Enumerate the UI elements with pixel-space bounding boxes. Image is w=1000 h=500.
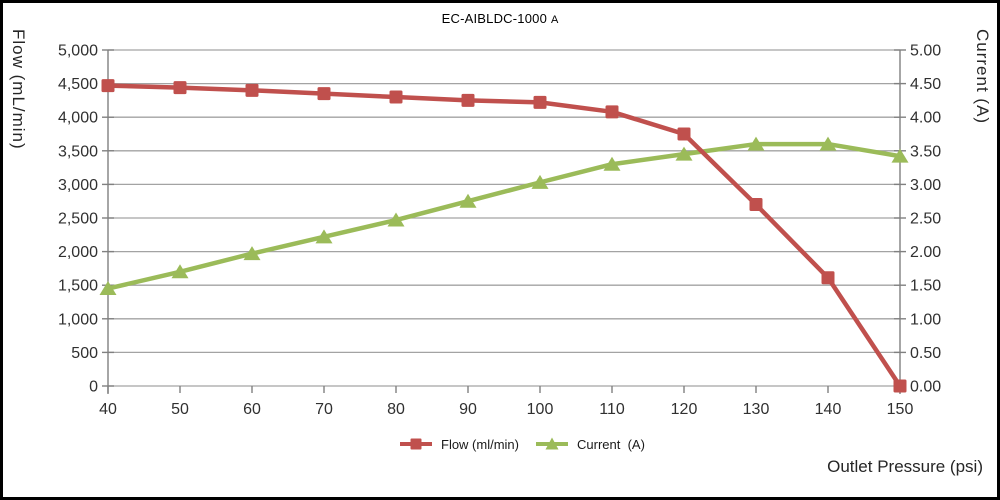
svg-text:0: 0 [89, 379, 98, 396]
svg-text:70: 70 [315, 401, 333, 418]
current-data-point [531, 174, 549, 189]
svg-text:130: 130 [743, 401, 770, 418]
current-legend-marker-icon [536, 437, 568, 450]
legend-item-current: Current (A) [535, 436, 645, 452]
chart-title-suffix: A [551, 14, 559, 26]
current-data-point [819, 136, 837, 151]
current-data-point [171, 264, 189, 279]
flow-data-point [677, 127, 691, 141]
flow-data-point [317, 87, 331, 101]
svg-text:3,500: 3,500 [58, 143, 98, 160]
axis-lines [107, 50, 901, 394]
svg-text:5,000: 5,000 [58, 43, 98, 60]
flow-legend-marker-icon [400, 438, 432, 450]
current-data-point [387, 212, 405, 227]
svg-text:140: 140 [815, 401, 842, 418]
svg-text:4.00: 4.00 [910, 110, 941, 127]
svg-text:2,000: 2,000 [58, 244, 98, 261]
legend: Flow (ml/min) Current (A) [399, 436, 645, 452]
current-data-point [243, 246, 261, 261]
svg-text:60: 60 [243, 401, 261, 418]
current-series-line [105, 141, 903, 291]
svg-text:5.00: 5.00 [910, 43, 941, 60]
legend-item-flow: Flow (ml/min) [399, 436, 519, 452]
flow-legend-label: Flow (ml/min) [441, 436, 519, 452]
current-axis-title: Current (A) [973, 29, 992, 125]
flow-data-point [893, 379, 907, 393]
svg-text:0.50: 0.50 [910, 345, 941, 362]
flow-data-point [533, 95, 547, 109]
svg-text:1.50: 1.50 [910, 278, 941, 295]
current-data-point [459, 193, 477, 208]
svg-text:3,000: 3,000 [58, 177, 98, 194]
svg-text:0.00: 0.00 [910, 379, 941, 396]
svg-text:100: 100 [527, 401, 554, 418]
svg-text:1,500: 1,500 [58, 278, 98, 295]
svg-text:40: 40 [99, 401, 117, 418]
chart-title-text: EC-AIBLDC-1000 [441, 11, 548, 26]
svg-text:80: 80 [387, 401, 405, 418]
x-axis-title: Outlet Pressure (psi) [827, 457, 983, 476]
svg-text:2,500: 2,500 [58, 211, 98, 228]
flow-axis-title: Flow (mL/min) [9, 29, 28, 150]
flow-data-point [173, 81, 187, 95]
svg-text:90: 90 [459, 401, 477, 418]
flow-data-point [749, 198, 763, 212]
svg-text:3.00: 3.00 [910, 177, 941, 194]
svg-text:1,000: 1,000 [58, 311, 98, 328]
flow-data-point [821, 271, 835, 285]
svg-text:120: 120 [671, 401, 698, 418]
current-data-point [747, 136, 765, 151]
current-data-point [603, 156, 621, 171]
plot-area: 0 500 1,000 1,500 2,000 2,500 3,000 3,500 4,000 4… [58, 43, 941, 419]
current-data-point [99, 281, 117, 296]
svg-text:500: 500 [71, 345, 98, 362]
svg-text:3.50: 3.50 [910, 143, 941, 160]
current-data-point [315, 229, 333, 244]
flow-data-point [389, 90, 403, 104]
svg-text:2.00: 2.00 [910, 244, 941, 261]
svg-text:4,500: 4,500 [58, 76, 98, 93]
svg-text:2.50: 2.50 [910, 211, 941, 228]
flow-axis-tick-labels: 0 500 1,000 1,500 2,000 2,500 3,000 3,500 4,000 4… [58, 43, 98, 396]
current-axis-tick-labels: 0.00 0.50 1.00 1.50 2.00 2.50 3.00 3.50 4.00 4.50… [910, 43, 941, 396]
flow-series-line [105, 83, 903, 389]
svg-text:150: 150 [887, 401, 914, 418]
flow-data-point [605, 105, 619, 119]
flow-series [101, 79, 907, 393]
x-axis-tick-labels: 40 50 60 70 80 90 100 110 120 130 140 150 [99, 401, 913, 418]
svg-text:50: 50 [171, 401, 189, 418]
svg-text:1.00: 1.00 [910, 311, 941, 328]
current-data-point [675, 146, 693, 161]
axis-ticks [102, 49, 906, 393]
current-series [99, 136, 909, 296]
svg-text:4.50: 4.50 [910, 76, 941, 93]
flow-data-point [461, 93, 475, 107]
flow-data-point [245, 83, 259, 97]
svg-text:4,000: 4,000 [58, 110, 98, 127]
chart-title: EC-AIBLDC-1000 A [3, 10, 997, 28]
flow-data-point [101, 79, 115, 93]
svg-text:110: 110 [599, 401, 625, 418]
current-legend-label: Current (A) [577, 436, 645, 452]
current-data-point [891, 148, 909, 163]
